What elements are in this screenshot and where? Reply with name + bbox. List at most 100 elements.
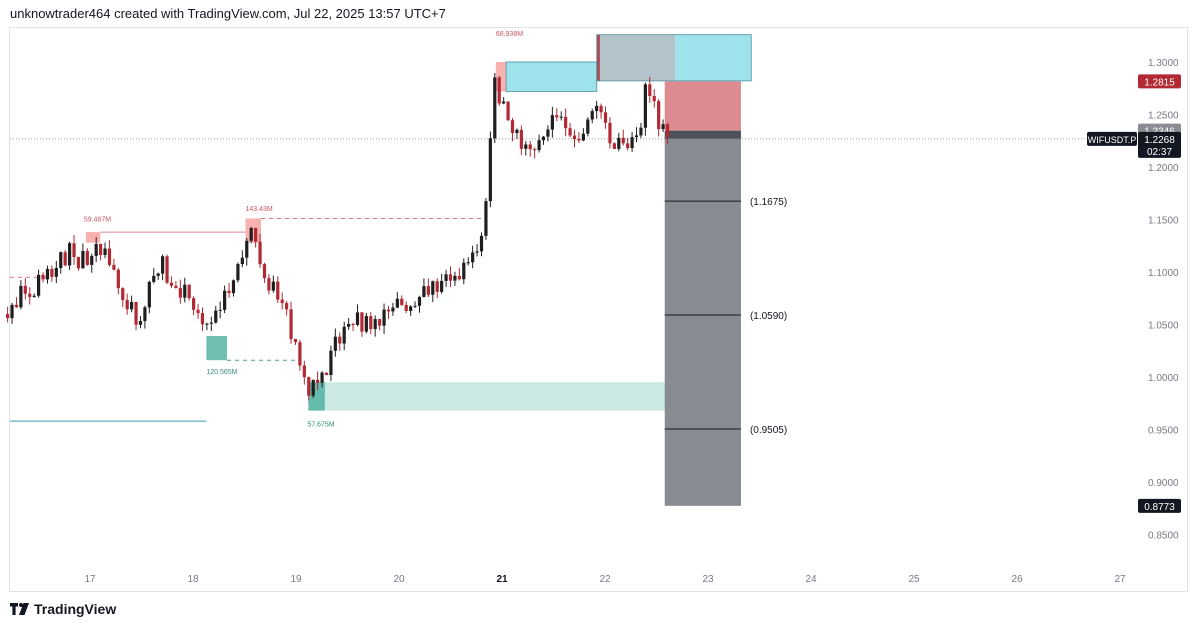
candle-body (657, 101, 661, 130)
chart-header: unknowtrader464 created with TradingView… (10, 6, 446, 21)
candle-body (249, 227, 253, 241)
candles-layer (6, 72, 670, 401)
candle-body (612, 143, 616, 149)
demand-zone-wide (308, 382, 676, 411)
y-tick-label: 1.1000 (1148, 268, 1179, 279)
price-badge (1138, 74, 1181, 89)
candle-body (280, 299, 284, 304)
candle-body (138, 320, 143, 325)
candle-body (81, 251, 85, 269)
candle-body (205, 323, 209, 325)
candle-body (360, 312, 364, 332)
candle-body (316, 379, 320, 383)
zones-layer (85, 34, 752, 506)
candle-body (324, 372, 329, 376)
candle-body (227, 290, 231, 294)
volume-label: 68.938M (496, 31, 523, 38)
candle-body (14, 304, 19, 308)
candle-body (400, 298, 404, 305)
candle-body (156, 273, 160, 276)
chart-frame (9, 27, 1188, 592)
candle-body (23, 285, 27, 294)
candle-body (510, 120, 515, 134)
candle-body (382, 309, 386, 326)
symbol-badge (1087, 131, 1137, 146)
candle-body (448, 274, 453, 281)
candle-body (218, 309, 222, 311)
target-level-label: (0.9505) (750, 425, 787, 436)
candle-body (648, 84, 652, 97)
y-tick-label: 1.2000 (1148, 163, 1179, 174)
volume-label: 143.43M (246, 206, 273, 213)
candle-body (364, 316, 368, 332)
candle-body (41, 274, 45, 280)
y-tick-label: 1.0000 (1148, 373, 1179, 384)
candle-body (488, 138, 492, 202)
volume-label: 57.675M (307, 421, 334, 428)
candle-body (59, 252, 63, 268)
candle-body (626, 143, 630, 149)
candle-body (6, 314, 10, 319)
x-tick-label: 17 (84, 574, 96, 585)
candle-body (528, 144, 532, 150)
cyan-zone-21 (506, 62, 597, 92)
candle-body (254, 227, 258, 242)
candle-body (440, 280, 444, 292)
candle-body (10, 304, 14, 319)
candle-body (603, 112, 608, 123)
candle-body (347, 323, 351, 327)
candle-body (471, 252, 475, 263)
candle-body (276, 281, 280, 300)
supply-zone-21 (495, 62, 507, 92)
candle-body (568, 128, 572, 136)
candle-body (639, 127, 643, 136)
candle-body (19, 285, 23, 308)
candle-body (121, 288, 125, 300)
candle-body (174, 285, 178, 288)
grey-supply-22 (596, 34, 676, 81)
target-zone (664, 138, 741, 506)
cyan-zone-22-outline (596, 34, 752, 82)
candle-body (28, 293, 32, 297)
candle-body (409, 306, 413, 311)
footer-brand-text: TradingView (34, 601, 117, 617)
candle-body (524, 144, 528, 149)
candle-body (479, 235, 484, 252)
candle-body (515, 129, 519, 134)
candle-body (541, 136, 546, 141)
volume-label: 59.467M (84, 217, 111, 224)
candle-body (94, 243, 98, 256)
candle-body (634, 135, 639, 138)
candle-body (90, 255, 94, 265)
candle-body (652, 96, 656, 102)
price-badge-value: 0.8773 (1144, 502, 1175, 513)
candle-body (267, 278, 271, 291)
candle-body (493, 77, 497, 139)
candle-body (311, 379, 315, 396)
y-tick-label: 1.3000 (1148, 58, 1179, 69)
candle-body (143, 307, 147, 321)
candle-body (72, 243, 76, 258)
candle-body (643, 84, 647, 128)
candle-body (231, 280, 236, 294)
candle-body (68, 243, 72, 266)
footer-brand[interactable]: TradingView (10, 601, 116, 617)
entry-band (664, 130, 741, 139)
candle-body (462, 262, 466, 280)
candle-body (457, 275, 461, 280)
candle-body (302, 365, 306, 378)
candle-body (236, 264, 240, 281)
target-level-label: (1.0590) (750, 311, 787, 322)
x-tick-label: 25 (908, 574, 920, 585)
candle-body (200, 313, 205, 325)
candle-body (63, 252, 67, 266)
stop-loss-zone (664, 81, 741, 131)
candle-body (435, 281, 439, 292)
candle-body (555, 115, 559, 118)
candle-body (165, 256, 169, 283)
candle-body (373, 319, 377, 330)
candle-body (178, 287, 182, 298)
candle-body (537, 140, 541, 151)
candle-body (413, 305, 417, 307)
